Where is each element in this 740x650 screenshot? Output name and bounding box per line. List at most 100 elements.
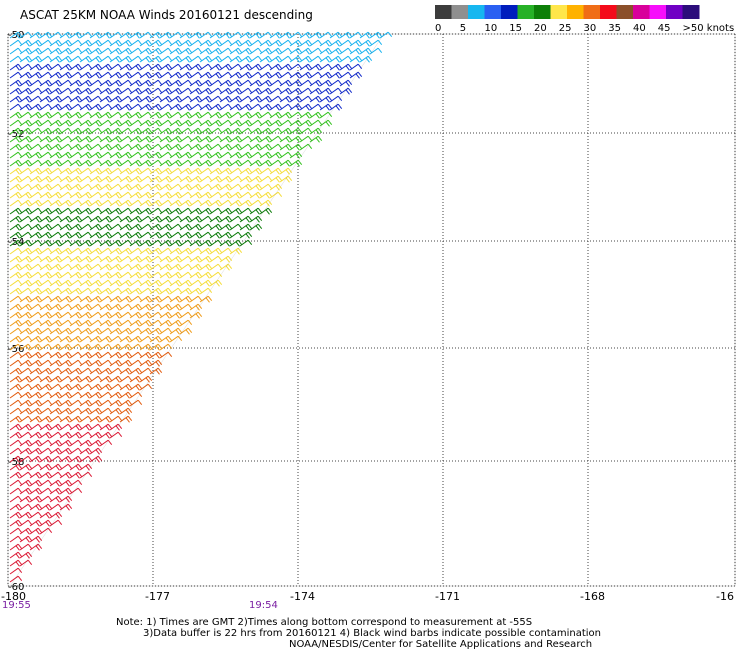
- wind-barb: [49, 31, 63, 39]
- wind-barb: [79, 375, 93, 383]
- wind-barb: [319, 95, 333, 103]
- wind-barb: [59, 143, 73, 151]
- wind-barb: [239, 151, 253, 159]
- swath-edge-line: [9, 33, 385, 587]
- wind-barb: [119, 135, 133, 143]
- wind-barb: [219, 255, 233, 263]
- wind-barb: [99, 47, 113, 55]
- wind-barb: [89, 175, 103, 183]
- wind-barb: [39, 319, 53, 327]
- wind-barb: [39, 71, 53, 79]
- wind-barb: [19, 231, 33, 239]
- wind-barb: [89, 351, 103, 359]
- wind-barb: [49, 519, 63, 527]
- wind-barb: [159, 279, 173, 287]
- wind-barb: [149, 111, 163, 119]
- wind-barb: [49, 151, 63, 159]
- wind-barb: [99, 311, 113, 319]
- wind-barb: [29, 279, 43, 287]
- wind-barb: [279, 55, 293, 63]
- wind-barb: [199, 103, 213, 111]
- wind-barb: [149, 295, 163, 303]
- wind-barb: [59, 295, 73, 303]
- wind-barb: [39, 287, 53, 295]
- wind-barb: [199, 143, 213, 151]
- wind-barb: [279, 63, 293, 71]
- wind-barb: [19, 559, 33, 567]
- wind-barb: [339, 47, 353, 55]
- wind-barb: [59, 471, 73, 479]
- wind-barb: [69, 447, 83, 455]
- wind-barb: [59, 495, 73, 503]
- wind-barb: [109, 263, 123, 271]
- wind-barb: [109, 143, 123, 151]
- wind-barb: [249, 103, 263, 111]
- wind-barb: [239, 135, 253, 143]
- wind-barb: [99, 319, 113, 327]
- wind-barb: [379, 31, 393, 39]
- wind-barb: [69, 31, 83, 39]
- wind-barb: [169, 151, 183, 159]
- wind-barb: [159, 87, 173, 95]
- wind-barb: [49, 215, 63, 223]
- wind-barb: [149, 127, 163, 135]
- wind-barb: [199, 191, 213, 199]
- wind-barb: [289, 31, 303, 39]
- wind-barb: [159, 39, 173, 47]
- wind-barb: [79, 455, 93, 463]
- wind-barb: [129, 103, 143, 111]
- wind-barb: [169, 47, 183, 55]
- wind-barb: [29, 423, 43, 431]
- wind-barb: [49, 383, 63, 391]
- wind-barb: [259, 55, 273, 63]
- wind-barb: [169, 183, 183, 191]
- wind-barb: [69, 327, 83, 335]
- wind-barb: [29, 359, 43, 367]
- wind-barb: [39, 479, 53, 487]
- wind-barb: [9, 135, 23, 143]
- wind-barb: [19, 479, 33, 487]
- wind-barb: [99, 359, 113, 367]
- wind-barb: [229, 143, 243, 151]
- wind-barb: [249, 87, 263, 95]
- wind-barb: [239, 55, 253, 63]
- wind-barb: [139, 207, 153, 215]
- wind-barb: [169, 79, 183, 87]
- wind-barb: [99, 95, 113, 103]
- wind-barb: [279, 175, 293, 183]
- wind-barb: [89, 255, 103, 263]
- wind-barb: [119, 39, 133, 47]
- wind-barb: [109, 127, 123, 135]
- wind-barb: [39, 247, 53, 255]
- wind-barb: [89, 31, 103, 39]
- wind-barb: [9, 119, 23, 127]
- wind-barb: [259, 207, 273, 215]
- wind-barb: [69, 455, 83, 463]
- wind-barb: [229, 111, 243, 119]
- wind-barb: [49, 119, 63, 127]
- wind-barb: [39, 255, 53, 263]
- wind-barb: [139, 311, 153, 319]
- wind-barb: [39, 327, 53, 335]
- wind-barb: [229, 231, 243, 239]
- wind-barb: [239, 127, 253, 135]
- wind-barb: [39, 95, 53, 103]
- wind-barb: [99, 335, 113, 343]
- wind-barb: [9, 183, 23, 191]
- wind-barb: [79, 447, 93, 455]
- wind-barb: [49, 271, 63, 279]
- wind-barb: [99, 151, 113, 159]
- wind-barb: [9, 495, 23, 503]
- wind-barb: [79, 247, 93, 255]
- wind-barb: [169, 127, 183, 135]
- wind-barb: [99, 271, 113, 279]
- wind-barb: [49, 167, 63, 175]
- wind-barb: [9, 191, 23, 199]
- wind-barb: [149, 183, 163, 191]
- wind-barb: [9, 391, 23, 399]
- wind-barb: [99, 231, 113, 239]
- wind-barb: [79, 463, 93, 471]
- wind-barb: [89, 151, 103, 159]
- wind-barb: [129, 351, 143, 359]
- longitude-label-4: -168: [580, 590, 605, 603]
